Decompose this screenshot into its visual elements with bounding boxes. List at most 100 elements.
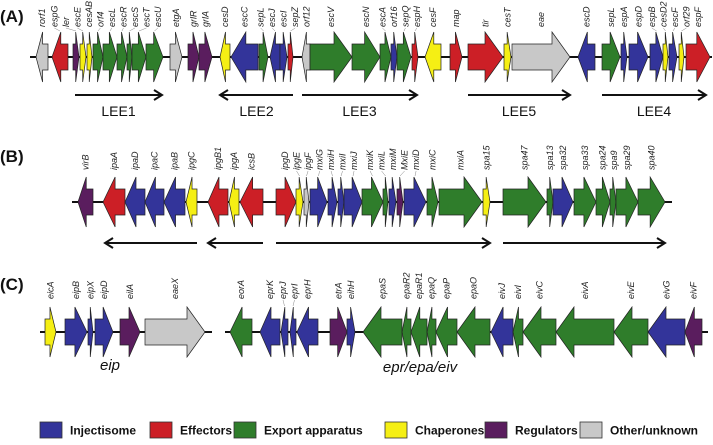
legend-swatch <box>39 421 63 439</box>
label-leader-line <box>154 27 159 32</box>
gene-arrow-right <box>685 31 711 83</box>
gene-arrow-right <box>668 31 678 83</box>
gene-escC: escC <box>230 6 259 84</box>
gene-arrow-left <box>102 176 126 228</box>
panel-label: (C) <box>0 275 24 294</box>
gene-label: eaeX <box>170 277 180 299</box>
gene-label: ipaB <box>170 152 180 170</box>
gene-mxiM: mxiM <box>388 148 398 228</box>
legend-swatch <box>579 421 603 439</box>
panel-c: (C) eicA eipB eipX eipD eilA eaeX eorA eprK eprJ e… <box>0 272 708 376</box>
gene-arrow-right <box>198 31 213 83</box>
gene-label: ipgC <box>187 151 197 170</box>
gene-spa33: spa33 <box>573 145 597 228</box>
gene-arrow-right <box>552 176 574 228</box>
gene-arrow-right <box>119 306 141 358</box>
gene-arrow-right <box>573 176 597 228</box>
gene-arrow-right <box>361 176 384 228</box>
gene-arrow-right <box>502 175 547 229</box>
operon-LEE3: LEE3 <box>302 89 419 119</box>
gene-epaP: epaP <box>435 278 458 358</box>
gene-arrow-right <box>145 31 164 83</box>
gene-arrow-right <box>87 306 94 358</box>
gene-escV: escV <box>309 6 353 84</box>
gene-arrow-left <box>435 306 458 358</box>
gene-label: ipgA <box>229 152 239 170</box>
gene-arrow-left <box>77 176 94 228</box>
gene-label: espG <box>49 5 59 27</box>
gene-label: grlA <box>201 11 211 27</box>
gene-label: epaO <box>469 277 479 299</box>
gene-arrow-right <box>275 176 297 228</box>
gene-arrow-right <box>309 176 328 228</box>
label-leader-line <box>109 27 113 32</box>
gene-arrow-left <box>490 306 514 358</box>
gene-eae: eae <box>511 12 571 84</box>
gene-arrow-right <box>327 176 338 228</box>
label-leader-line <box>414 170 417 177</box>
gene-arrow-right <box>72 31 80 83</box>
gene-grlR: grlR <box>187 10 200 83</box>
gene-arrow-left <box>280 306 289 358</box>
gene-label: mxiI <box>338 153 348 170</box>
arrowhead-icon <box>561 89 572 101</box>
gene-map: map <box>449 9 463 83</box>
legend-label: Injectisome <box>70 424 136 438</box>
gene-label: eipX <box>86 280 96 299</box>
gene-label: eicA <box>46 281 56 299</box>
gene-eihH: eihH <box>346 280 356 358</box>
gene-eprK: eprK <box>259 279 281 358</box>
gene-label: eivA <box>580 281 590 299</box>
gene-arrow-right <box>379 31 392 83</box>
gene-label: escU <box>153 6 163 27</box>
gene-label: spa47 <box>520 144 530 170</box>
gene-eprJ: eprJ <box>278 281 289 358</box>
operon-transcript-2 <box>276 237 492 249</box>
gene-escR: escR <box>116 6 128 83</box>
gene-epaR1: epaR1 <box>410 272 428 358</box>
gene-arrow-right <box>411 31 419 83</box>
gene-epaR2: epaR2 <box>402 272 412 358</box>
legend-item-export: Export apparatus <box>233 421 363 439</box>
gene-eaeX: eaeX <box>144 277 206 359</box>
gene-escT: escT <box>131 6 151 83</box>
gene-arrow-right <box>346 306 356 358</box>
label-leader-line <box>97 27 101 32</box>
label-leader-line <box>318 170 320 177</box>
gene-arrow-right <box>279 31 288 83</box>
legend-item-other: Other/unknown <box>579 421 698 439</box>
label-leader-line <box>681 27 687 32</box>
gene-label: cesAB <box>84 1 94 27</box>
gene-arrow-left <box>512 306 524 358</box>
gene-escI: escI <box>279 10 289 83</box>
gene-label: escA <box>377 7 387 27</box>
gene-escL: escL <box>102 8 118 83</box>
gene-ipgA: ipgA <box>228 152 240 228</box>
gene-label: escN <box>361 6 371 27</box>
gene-label: mxiC <box>428 149 438 170</box>
label-leader-line <box>352 170 355 177</box>
gene-eipD: eipD <box>94 280 114 358</box>
gene-orf29: orf29 <box>678 6 691 83</box>
legend-swatch <box>149 421 173 439</box>
gene-escU: escU <box>145 6 164 83</box>
gene-arrow-left <box>124 176 146 228</box>
gene-label: eivJ <box>497 282 507 299</box>
gene-arrow-left <box>228 176 240 228</box>
gene-label: orf16 <box>389 6 399 27</box>
gene-label: eprJ <box>278 281 288 299</box>
gene-eilA: eilA <box>119 284 141 358</box>
gene-eipB: eipB <box>64 281 88 358</box>
gene-label: map <box>451 9 461 27</box>
gene-arrow-right <box>102 31 118 83</box>
gene-MxiE: MxiE <box>396 149 410 228</box>
gene-arrow-right <box>503 31 512 83</box>
gene-label: spa29 <box>622 145 632 170</box>
label-leader-line <box>306 170 309 177</box>
gene-mxiJ: mxiJ <box>343 151 363 228</box>
gene-arrow-left <box>144 176 165 228</box>
gene-espA: espA <box>619 6 629 83</box>
gene-mxiI: mxiI <box>338 153 348 228</box>
gene-label: ipaD <box>130 151 140 170</box>
gene-arrow-right <box>79 31 87 83</box>
